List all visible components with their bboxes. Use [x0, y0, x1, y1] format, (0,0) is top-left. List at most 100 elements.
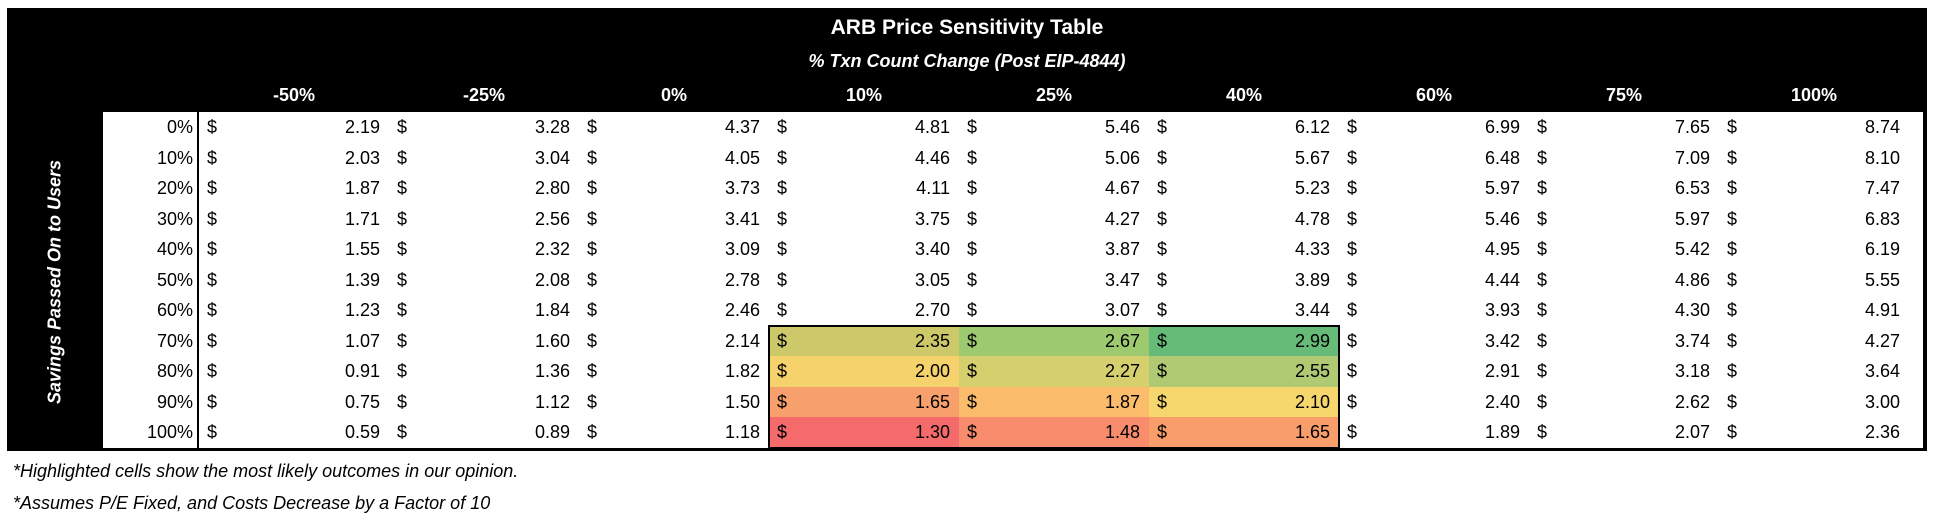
cell-value: 4.67: [1104, 178, 1140, 198]
table-cell: $5.97: [1339, 173, 1529, 204]
cell-value: 2.46: [724, 300, 760, 320]
currency-symbol: $: [1537, 422, 1548, 442]
currency-symbol: $: [207, 239, 218, 259]
currency-symbol: $: [967, 147, 978, 168]
currency-symbol: $: [1727, 330, 1738, 351]
cell-value: 2.19: [344, 117, 380, 137]
cell-value: 1.23: [344, 300, 380, 320]
table-cell: $3.28: [389, 112, 579, 143]
table-cell: $3.44: [1149, 295, 1339, 326]
table-cell: $3.04: [389, 143, 579, 174]
table-cell: $2.70: [769, 295, 959, 326]
table-cell: $1.82: [579, 356, 769, 387]
table-cell: $1.50: [579, 387, 769, 418]
cell-value: 2.56: [534, 208, 570, 229]
cell-value: 6.19: [1864, 239, 1900, 259]
table-cell: $2.14: [579, 326, 769, 357]
currency-symbol: $: [1537, 300, 1548, 320]
currency-symbol: $: [1347, 422, 1358, 442]
row-header: 100%: [146, 422, 193, 442]
table-cell: $4.37: [579, 112, 769, 143]
row-header: 80%: [156, 361, 193, 381]
cell-value: 1.60: [534, 330, 570, 351]
table-cell: $2.10: [1149, 386, 1339, 417]
cell-value: 4.86: [1674, 269, 1710, 290]
currency-symbol: $: [207, 391, 218, 412]
table-cell: $8.74: [1719, 112, 1909, 143]
table-cell: $3.73: [579, 173, 769, 204]
currency-symbol: $: [1347, 239, 1358, 259]
table-cell: $6.12: [1149, 112, 1339, 143]
cell-value: 3.09: [724, 239, 760, 259]
table-cell: $2.27: [959, 356, 1149, 387]
table-cell: $7.09: [1529, 143, 1719, 174]
currency-symbol: $: [587, 269, 598, 290]
cell-value: 2.00: [914, 361, 950, 381]
table-cell: $1.55: [199, 234, 389, 265]
table-cell: $0.91: [199, 356, 389, 387]
cell-value: 1.50: [724, 391, 760, 412]
table-cell: $2.35: [769, 325, 959, 356]
table-cell: $4.67: [959, 173, 1149, 204]
cell-value: 4.46: [914, 147, 950, 168]
cell-value: 4.44: [1484, 269, 1520, 290]
cell-value: 1.30: [914, 422, 950, 442]
currency-symbol: $: [1727, 361, 1738, 381]
cell-value: 3.74: [1674, 330, 1710, 351]
currency-symbol: $: [1157, 330, 1168, 351]
cell-value: 1.48: [1104, 422, 1140, 442]
table-cell: $1.39: [199, 265, 389, 296]
cell-value: 7.65: [1674, 117, 1710, 137]
currency-symbol: $: [1157, 147, 1168, 168]
table-cell: $5.46: [959, 112, 1149, 143]
currency-symbol: $: [1537, 361, 1548, 381]
currency-symbol: $: [1727, 239, 1738, 259]
cell-value: 1.65: [1294, 422, 1330, 442]
table-cell: $3.75: [769, 204, 959, 235]
table-cell: $1.23: [199, 295, 389, 326]
cell-value: 1.87: [344, 178, 380, 198]
table-cell: $1.89: [1339, 417, 1529, 448]
table-cell: $0.89: [389, 417, 579, 448]
currency-symbol: $: [777, 330, 788, 351]
currency-symbol: $: [1157, 361, 1168, 381]
cell-value: 1.07: [344, 330, 380, 351]
row-header: 90%: [156, 391, 193, 412]
table-cell: $3.74: [1529, 326, 1719, 357]
currency-symbol: $: [397, 361, 408, 381]
table-cell: $3.47: [959, 265, 1149, 296]
table-cell: $4.95: [1339, 234, 1529, 265]
table-cell: $4.11: [769, 173, 959, 204]
currency-symbol: $: [967, 422, 978, 442]
table-cell: $2.56: [389, 204, 579, 235]
currency-symbol: $: [1537, 147, 1548, 168]
footnote-highlight: *Highlighted cells show the most likely …: [13, 461, 519, 481]
cell-value: 1.39: [344, 269, 380, 290]
cell-value: 3.64: [1864, 361, 1900, 381]
currency-symbol: $: [1157, 239, 1168, 259]
currency-symbol: $: [967, 300, 978, 320]
cell-value: 6.83: [1864, 208, 1900, 229]
currency-symbol: $: [777, 239, 788, 259]
cell-value: 6.12: [1294, 117, 1330, 137]
table-cell: $6.83: [1719, 204, 1909, 235]
table-cell: $3.09: [579, 234, 769, 265]
table-cell: $4.46: [769, 143, 959, 174]
table-cell: $5.06: [959, 143, 1149, 174]
currency-symbol: $: [587, 330, 598, 351]
cell-value: 4.27: [1104, 208, 1140, 229]
cell-value: 2.91: [1484, 361, 1520, 381]
column-header: 40%: [1225, 85, 1263, 105]
row-header: 50%: [156, 269, 193, 290]
cell-value: 3.41: [724, 208, 760, 229]
currency-symbol: $: [967, 239, 978, 259]
cell-value: 1.71: [344, 208, 380, 229]
currency-symbol: $: [1537, 239, 1548, 259]
table-cell: $2.80: [389, 173, 579, 204]
cell-value: 4.05: [724, 147, 760, 168]
currency-symbol: $: [777, 147, 788, 168]
currency-symbol: $: [1347, 361, 1358, 381]
cell-value: 4.27: [1864, 330, 1900, 351]
table-cell: $4.05: [579, 143, 769, 174]
cell-value: 3.05: [914, 269, 950, 290]
